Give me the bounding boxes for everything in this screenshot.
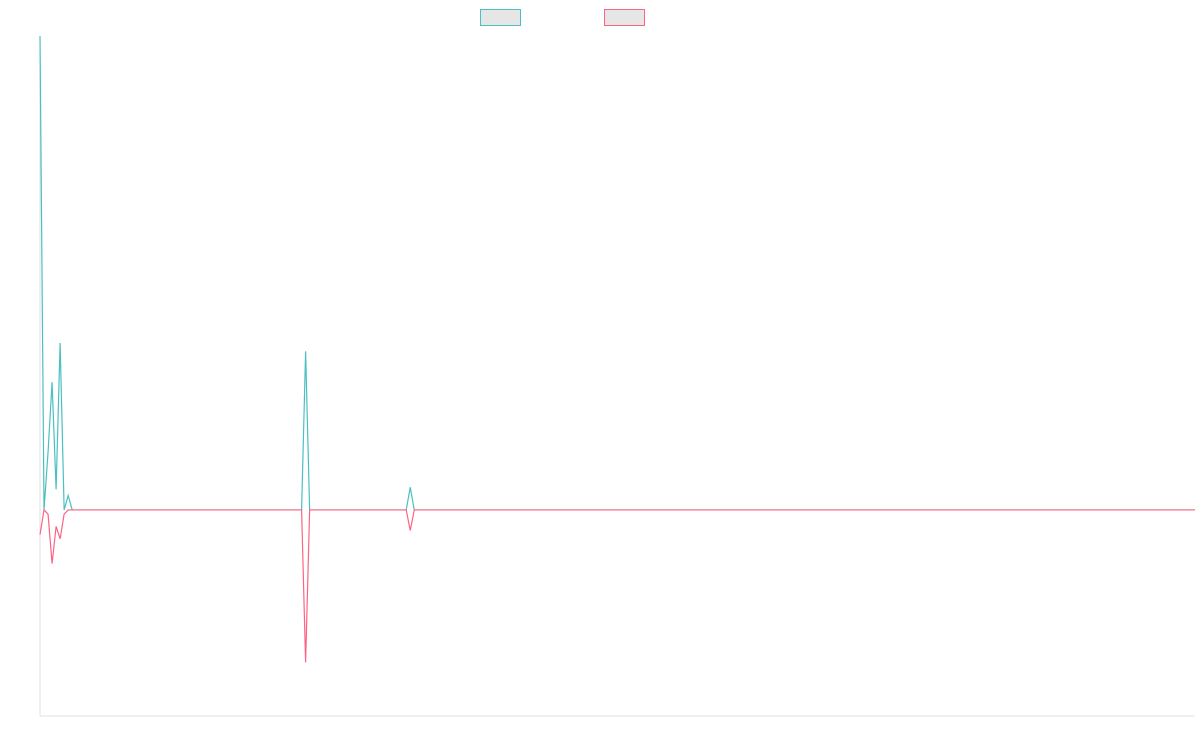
- series-lines: [39, 35, 1195, 663]
- legend-item-2[interactable]: [604, 9, 645, 26]
- series-line-2: [39, 508, 1195, 663]
- series-line-1: [39, 35, 1195, 511]
- legend-swatch-1: [480, 9, 521, 26]
- axes: [39, 36, 1195, 717]
- legend: [480, 9, 645, 26]
- legend-item-1[interactable]: [480, 9, 521, 26]
- legend-swatch-2: [604, 9, 645, 26]
